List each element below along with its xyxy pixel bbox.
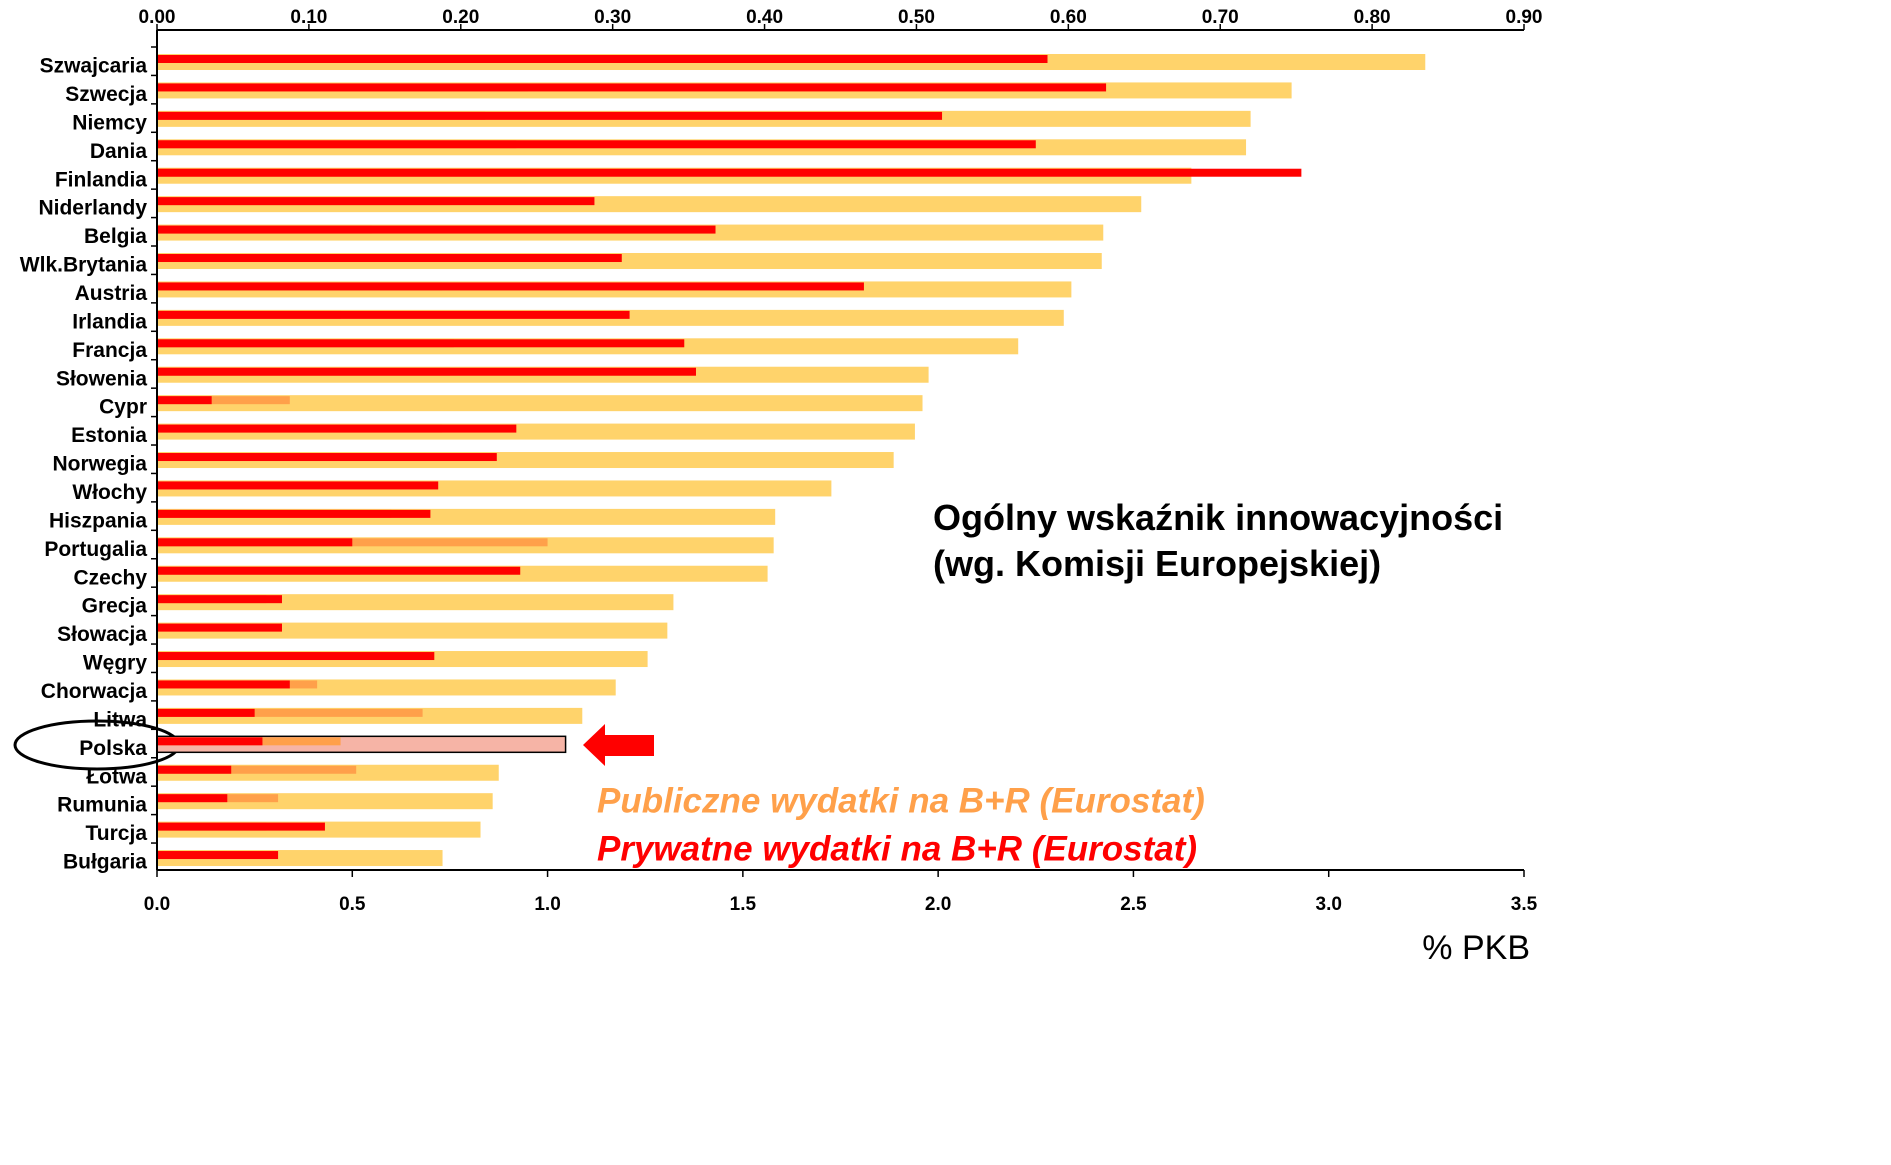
- category-label: Norwegia: [52, 453, 147, 476]
- category-label: Polska: [79, 737, 147, 760]
- rd-bar: [157, 310, 630, 319]
- rd-bar: [157, 140, 1036, 149]
- category-label: Węgry: [83, 652, 148, 675]
- category-label: Finlandia: [55, 168, 147, 191]
- rd-bar: [157, 851, 279, 860]
- category-label: Estonia: [71, 424, 147, 447]
- x2-tick-label: 0.60: [1050, 7, 1087, 28]
- rd-bar: [157, 509, 431, 518]
- x-tick-label: 3.0: [1316, 894, 1342, 915]
- category-label: Austria: [75, 282, 148, 305]
- index-bar: [157, 622, 668, 639]
- rd-bar: [157, 794, 228, 803]
- rd-bar: [157, 623, 282, 632]
- category-label: Turcja: [86, 822, 148, 845]
- rd-bar: [157, 367, 696, 376]
- category-label: Słowacja: [57, 623, 147, 646]
- category-label: Łotwa: [86, 765, 147, 788]
- rd-bar: [157, 225, 716, 234]
- rd-bar: [157, 765, 357, 774]
- legend-entry: Prywatne wydatki na B+R (Eurostat): [597, 829, 1197, 868]
- category-label: Włochy: [72, 481, 147, 504]
- x2-tick-label: 0.90: [1506, 7, 1543, 28]
- x2-tick-label: 0.00: [139, 7, 176, 28]
- category-label: Litwa: [93, 708, 147, 731]
- rd-bar: [157, 424, 517, 433]
- x2-tick-label: 0.50: [898, 7, 935, 28]
- x-tick-label: 1.0: [534, 894, 560, 915]
- index-bar: [157, 594, 674, 611]
- rd-bar: [157, 708, 423, 717]
- rd-bar: [157, 481, 439, 490]
- category-label: Belgia: [84, 225, 147, 248]
- category-label: Irlandia: [72, 310, 147, 333]
- rd-bar: [157, 55, 1048, 63]
- rd-bar: [157, 396, 290, 405]
- rd-bar: [157, 111, 943, 120]
- rd-bar: [157, 595, 282, 604]
- rd-bar: [157, 254, 622, 263]
- rd-bar: [157, 737, 263, 746]
- x2-tick-label: 0.10: [290, 7, 327, 28]
- rd-bar: [157, 652, 435, 661]
- rd-bar: [157, 765, 232, 774]
- category-label: Chorwacja: [41, 680, 148, 703]
- x2-tick-label: 0.80: [1354, 7, 1391, 28]
- rd-bar: [157, 396, 212, 405]
- category-label: Niderlandy: [38, 197, 147, 220]
- x-tick-label: 2.5: [1120, 894, 1147, 915]
- x2-tick-label: 0.30: [594, 7, 631, 28]
- rd-bar: [157, 168, 1302, 177]
- category-label: Czechy: [73, 566, 147, 589]
- x-tick-label: 0.5: [339, 894, 366, 915]
- innovation-legend: Ogólny wskaźnik innowacyjności (wg. Komi…: [933, 497, 1504, 584]
- rd-bar: [157, 822, 325, 831]
- category-label: Wlk.Brytania: [20, 254, 148, 277]
- rd-bar: [157, 566, 521, 575]
- x-tick-label: 2.0: [925, 894, 951, 915]
- category-label: Portugalia: [44, 538, 147, 561]
- rd-bar: [157, 680, 290, 689]
- rd-bar: [157, 708, 255, 717]
- rd-bar: [157, 453, 497, 462]
- x2-tick-label: 0.70: [1202, 7, 1239, 28]
- x2-tick-label: 0.40: [746, 7, 783, 28]
- x-axis-label: % PKB: [1422, 929, 1530, 967]
- category-label: Słowenia: [56, 367, 147, 390]
- x-tick-label: 0.0: [144, 894, 170, 915]
- category-label: Bułgaria: [63, 851, 147, 874]
- category-label: Cypr: [99, 396, 147, 419]
- category-label: Francja: [72, 339, 147, 362]
- rd-bar: [157, 538, 353, 547]
- x2-tick-label: 0.20: [442, 7, 479, 28]
- category-label: Hiszpania: [49, 509, 147, 532]
- rd-bar: [157, 83, 1107, 92]
- index-bar: [157, 395, 923, 412]
- rd-bar: [157, 339, 685, 348]
- category-label: Rumunia: [57, 794, 147, 817]
- legend-entry: Publiczne wydatki na B+R (Eurostat): [597, 781, 1205, 820]
- x-tick-label: 1.5: [730, 894, 757, 915]
- category-label: Szwecja: [65, 83, 147, 106]
- x-tick-label: 3.5: [1511, 894, 1538, 915]
- category-label: Dania: [90, 140, 148, 163]
- category-label: Grecja: [82, 595, 148, 618]
- rd-bar: [157, 197, 595, 206]
- category-label: Szwajcaria: [40, 55, 148, 78]
- rd-bar: [157, 282, 864, 291]
- category-label: Niemcy: [72, 111, 147, 134]
- highlight-arrow: [583, 724, 654, 766]
